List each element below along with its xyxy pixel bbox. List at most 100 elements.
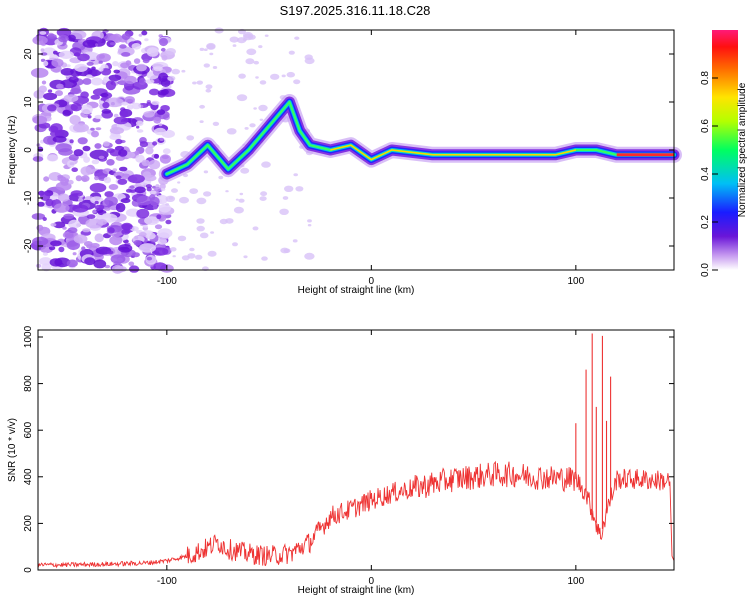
heatmap-cell — [258, 104, 268, 112]
heatmap-cell — [293, 79, 301, 85]
heatmap-cell — [153, 116, 162, 124]
heatmap-cell — [109, 42, 116, 46]
y-tick-label: 0 — [23, 567, 34, 573]
heatmap-cell — [97, 219, 107, 226]
heatmap-cell — [117, 178, 128, 185]
heatmap-cell — [94, 176, 99, 181]
heatmap-cell — [144, 38, 149, 42]
heatmap-cell — [102, 101, 110, 109]
heatmap-cell — [98, 67, 104, 72]
heatmap-cell — [67, 227, 78, 234]
heatmap-cell — [91, 159, 100, 165]
heatmap-cell — [196, 197, 207, 205]
heatmap-cell — [233, 206, 244, 214]
heatmap-cell — [161, 89, 169, 95]
heatmap-cell — [104, 196, 118, 207]
heatmap-cell — [304, 54, 313, 60]
heatmap-cell — [171, 188, 178, 193]
heatmap-cell — [103, 176, 112, 184]
heatmap-cell — [160, 188, 166, 192]
heatmap-cell — [148, 159, 161, 170]
heatmap-cell — [104, 264, 111, 269]
heatmap-cell — [203, 170, 209, 174]
heatmap-cell — [71, 167, 78, 172]
heatmap-cell — [118, 149, 128, 157]
heatmap-cell — [152, 141, 158, 146]
heatmap-cell — [156, 214, 162, 220]
heatmap-cell — [69, 139, 74, 144]
heatmap-cell — [294, 36, 300, 40]
heatmap-cell — [62, 109, 72, 117]
heatmap-cell — [138, 232, 147, 237]
heatmap-cell — [120, 62, 130, 69]
heatmap-cell — [258, 45, 263, 49]
heatmap-cell — [70, 103, 82, 112]
heatmap-cell — [149, 190, 157, 195]
heatmap-cell — [83, 156, 90, 163]
heatmap-cell — [39, 257, 53, 266]
heatmap-cell — [75, 175, 83, 182]
heatmap-cell — [119, 44, 127, 49]
heatmap-cell — [260, 191, 268, 197]
heatmap-cell — [151, 100, 160, 106]
heatmap-cell — [94, 143, 102, 149]
heatmap-cell — [81, 246, 86, 251]
heatmap-cell — [101, 109, 112, 114]
colorbar-tick-label: 0.4 — [700, 167, 711, 181]
snr-x-ticks: -100 0 100 — [157, 330, 585, 587]
heatmap-cell — [121, 52, 131, 57]
heatmap-cell — [146, 256, 153, 261]
heatmap-cell — [203, 191, 212, 197]
heatmap-cell — [146, 102, 152, 106]
heatmap-cell — [98, 155, 105, 160]
heatmap-cell — [82, 39, 99, 48]
heatmap-cell — [77, 53, 90, 62]
colorbar-ticks: 0.0 0.2 0.4 0.6 0.8 — [700, 71, 718, 277]
heatmap-cell — [280, 247, 290, 254]
heatmap-cell — [87, 115, 92, 119]
heatmap-cell — [141, 159, 150, 166]
heatmap-cell — [113, 116, 129, 125]
heatmap-cell — [42, 60, 49, 67]
heatmap-cell — [119, 166, 128, 172]
heatmap-cell — [98, 100, 105, 104]
heatmap-cell — [143, 174, 157, 182]
heatmap-cell — [121, 229, 131, 235]
heatmap-cell — [155, 184, 160, 188]
heatmap-cell — [128, 265, 140, 273]
y-tick-label: -20 — [23, 238, 34, 253]
heatmap-cell — [134, 186, 146, 194]
heatmap-cell — [136, 129, 144, 133]
heatmap-cell — [77, 197, 84, 203]
heatmap-cell — [226, 128, 237, 135]
heatmap-cell — [189, 247, 195, 252]
colorbar-tick-label: 0.0 — [700, 263, 711, 277]
heatmap-cell — [261, 161, 271, 168]
heatmap-cell — [121, 101, 129, 106]
heatmap-cell — [148, 88, 160, 96]
heatmap-cell — [115, 202, 126, 213]
heatmap-cell — [102, 213, 112, 218]
heatmap-cell — [136, 63, 147, 72]
heatmap-cell — [121, 33, 131, 40]
x-tick-label: -100 — [157, 276, 177, 287]
heatmap-cell — [121, 222, 133, 231]
y-tick-label: 1000 — [23, 325, 34, 348]
heatmap-cell — [120, 198, 131, 204]
heatmap-cell — [36, 224, 44, 231]
heatmap-cell — [70, 190, 84, 197]
heatmap-cell — [203, 48, 208, 51]
heatmap-cell — [37, 201, 45, 207]
heatmap-cell — [107, 227, 115, 234]
heatmap-cell — [67, 160, 75, 168]
heatmap-cell — [212, 66, 218, 69]
heatmap-cell — [118, 244, 133, 253]
heatmap-cell — [109, 133, 122, 141]
heatmap-cell — [196, 225, 205, 232]
heatmap-cell — [94, 200, 99, 205]
heatmap-cell — [90, 196, 104, 204]
heatmap-cell — [72, 204, 89, 213]
heatmap-cell — [259, 80, 267, 85]
heatmap-cell — [131, 102, 142, 110]
